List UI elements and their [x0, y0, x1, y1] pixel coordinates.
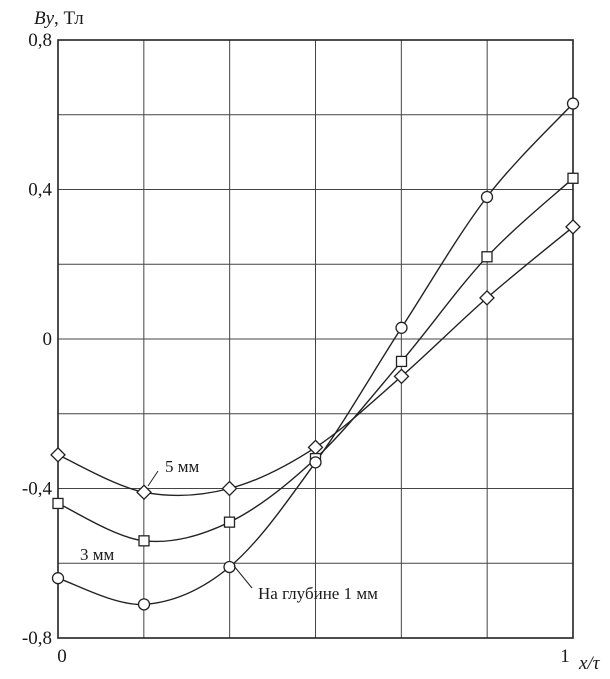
x-axis-title: x/τ [578, 653, 601, 674]
y-tick-label: 0 [43, 329, 53, 350]
circle-marker [566, 97, 580, 110]
circle-marker [137, 598, 151, 611]
diamond-marker [221, 480, 238, 497]
leader-5mm [147, 470, 159, 487]
x-tick-label: 1 [560, 646, 570, 667]
annotation-5mm: 5 мм [165, 457, 200, 476]
square-marker [52, 497, 64, 510]
y-tick-label: -0,4 [22, 479, 53, 500]
annotation-3mm: 3 мм [80, 545, 115, 564]
tick-labels: 0,80,40-0,4-0,80 1 [22, 30, 570, 667]
y-axis-title: By, Тл [34, 8, 84, 29]
diamond-marker [393, 368, 410, 385]
diamond-marker [50, 446, 66, 463]
circle-marker [51, 572, 65, 585]
series-annotations: 5 мм 3 мм На глубине 1 мм [80, 457, 378, 603]
diamond-marker [136, 484, 152, 501]
square-marker [223, 516, 236, 528]
leader-1mm [233, 565, 253, 589]
square-marker [481, 251, 493, 263]
circle-marker [395, 321, 408, 334]
circle-marker [480, 190, 494, 204]
markers [50, 97, 581, 611]
circle-marker [223, 560, 236, 574]
grid [57, 39, 574, 639]
x-tick-label: 0 [57, 646, 67, 667]
diamond-marker [307, 439, 324, 456]
y-tick-label: 0,8 [28, 30, 52, 51]
plot-frame [57, 39, 574, 639]
square-marker [395, 355, 408, 368]
square-marker [567, 172, 579, 184]
diamond-marker [479, 289, 495, 306]
annotation-1mm: На глубине 1 мм [258, 584, 378, 603]
y-axis-symbol: By [34, 8, 55, 29]
y-axis-unit: , Тл [54, 8, 84, 29]
y-tick-label: 0,4 [28, 180, 52, 201]
circle-marker [309, 456, 322, 469]
diamond-marker [565, 218, 581, 235]
y-tick-label: -0,8 [22, 628, 52, 649]
square-marker [138, 535, 150, 547]
